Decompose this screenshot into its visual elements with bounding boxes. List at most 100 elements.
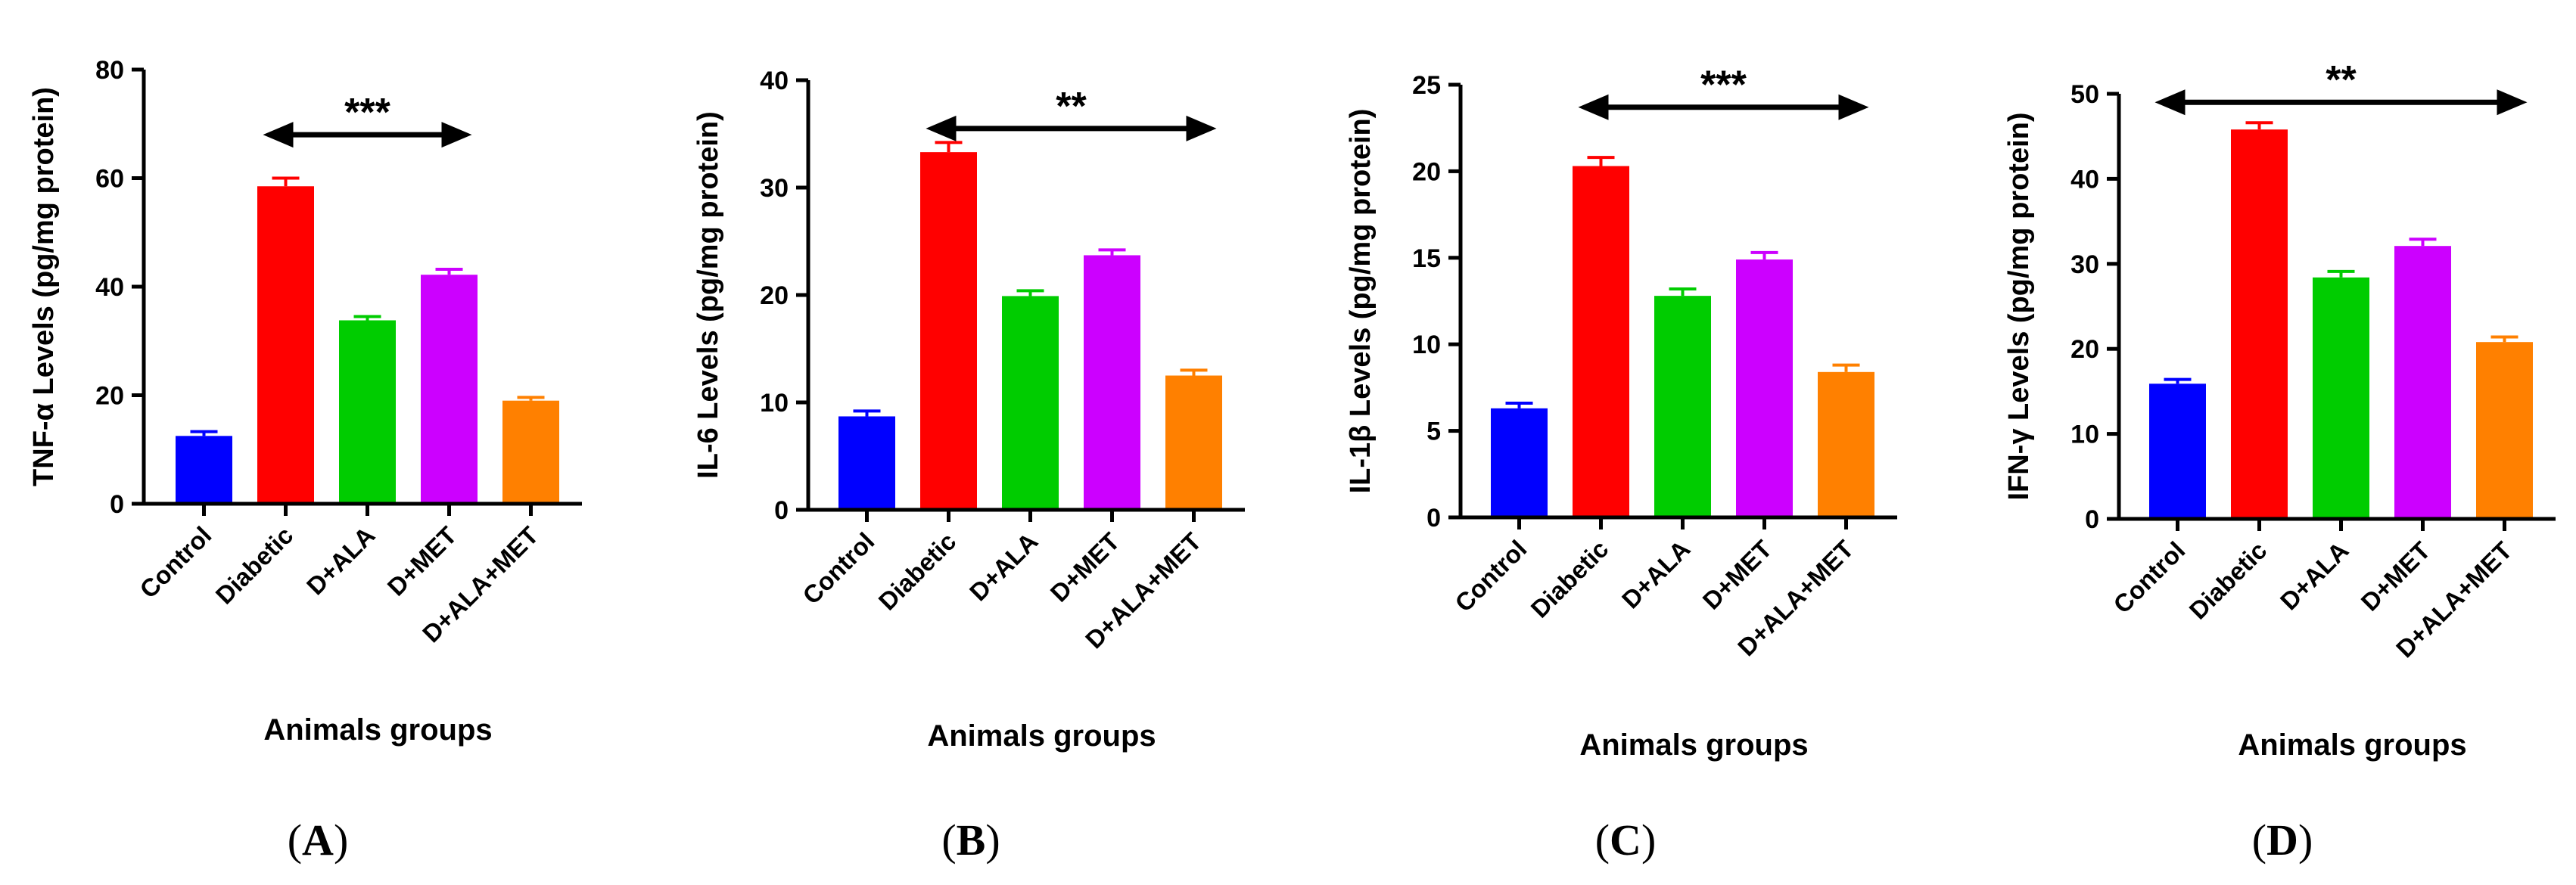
panel-b-bar-d-met xyxy=(1084,255,1140,510)
panel-a-significance-label: *** xyxy=(344,91,390,135)
panel-a-ytick-label-2: 40 xyxy=(95,273,124,302)
panel-d-ytick-label-4: 40 xyxy=(2070,165,2099,194)
panel-a-errorbar-1 xyxy=(272,176,300,187)
panel-a-category-label-0: Control xyxy=(134,521,216,604)
panel-a-ytick-label-3: 60 xyxy=(95,165,124,194)
panel-c-y-axis-label: IL-1β Levels (pg/mg protein) xyxy=(1345,109,1377,494)
panel-a-bar-d-ala xyxy=(339,320,396,504)
panel-b-significance-arrow xyxy=(926,115,1217,141)
panel-b-y-axis-label: IL-6 Levels (pg/mg protein) xyxy=(692,111,724,479)
panel-a-bar-d-ala-met xyxy=(502,400,559,504)
panel-a-category-label-3: D+MET xyxy=(382,521,462,601)
panel-d-errorbar-0 xyxy=(2164,377,2192,384)
panel-b-significance-label: ** xyxy=(1056,85,1087,129)
panel-a-errorbar-4 xyxy=(517,396,545,401)
panel-c-ytick-label-2: 10 xyxy=(1412,331,1441,359)
panel-a-y-axis-label: TNF-α Levels (pg/mg protein) xyxy=(28,87,60,486)
panel-a-x-axis-label: Animals groups xyxy=(263,713,492,747)
panel-b-errorbar-1 xyxy=(935,141,963,153)
panel-b-errorbar-2 xyxy=(1016,289,1044,297)
panel-b-ytick-label-1: 10 xyxy=(760,389,789,418)
panel-d-ytick-label-3: 30 xyxy=(2070,250,2099,279)
panel-d-significance-arrow xyxy=(2154,89,2528,116)
panel-c-category-label-2: D+ALA xyxy=(1616,535,1696,614)
panel-c-significance-arrow xyxy=(1578,94,1869,120)
panel-c-errorbar-2 xyxy=(1669,287,1697,297)
panel-c-x-axis-label: Animals groups xyxy=(1579,728,1808,762)
panel-c-errorbar-0 xyxy=(1505,401,1533,408)
panel-a-category-label-2: D+ALA xyxy=(301,521,381,601)
panel-d-bar-diabetic xyxy=(2231,129,2288,519)
panel-a-panel-label: (A) xyxy=(288,815,349,865)
panel-d-ytick-label-2: 20 xyxy=(2070,335,2099,364)
panel-a-errorbar-2 xyxy=(353,315,381,321)
panel-a-bar-control xyxy=(176,436,232,504)
panel-c-category-label-1: Diabetic xyxy=(1526,535,1614,623)
panel-a-significance-arrow xyxy=(263,122,472,148)
panel-c-category-label-0: Control xyxy=(1449,535,1532,617)
panel-a-bar-diabetic xyxy=(257,186,314,504)
panel-d-category-label-1: Diabetic xyxy=(2184,536,2273,625)
panel-d-bar-d-met xyxy=(2394,246,2451,519)
panel-d-y-axis-label: IFN-γ Levels (pg/mg protein) xyxy=(2003,112,2035,500)
panel-c-bar-diabetic xyxy=(1573,166,1629,517)
panel-c-errorbar-3 xyxy=(1750,250,1778,260)
panel-b-category-label-1: Diabetic xyxy=(873,527,962,616)
panel-b-errorbar-4 xyxy=(1180,368,1208,376)
panel-d-ytick-label-0: 0 xyxy=(2085,505,2099,534)
panel-c-bar-d-ala xyxy=(1654,296,1711,517)
panel-d-errorbar-4 xyxy=(2490,335,2518,343)
panel-a-ytick-label-1: 20 xyxy=(95,382,124,411)
panel-d-errorbar-3 xyxy=(2409,238,2437,247)
panel-a-errorbar-0 xyxy=(190,430,218,436)
panel-b-bar-diabetic xyxy=(920,152,977,510)
panel-b-ytick-label-2: 20 xyxy=(760,281,789,310)
panel-b-ytick-label-0: 0 xyxy=(774,496,789,525)
panel-c-bar-d-met xyxy=(1736,259,1793,517)
panel-a-category-label-1: Diabetic xyxy=(210,521,299,610)
panel-d-panel-label: (D) xyxy=(2252,815,2313,865)
panel-c-errorbar-4 xyxy=(1832,363,1860,372)
panel-d-category-label-3: D+MET xyxy=(2356,536,2436,616)
panel-c-ytick-label-1: 5 xyxy=(1426,418,1441,446)
panel-d-ytick-label-1: 10 xyxy=(2070,421,2099,449)
panel-d-significance-label: ** xyxy=(2326,58,2357,102)
panel-d-bar-control xyxy=(2149,384,2206,519)
panel-b-bar-d-ala xyxy=(1002,296,1059,510)
panel-c-bar-d-ala-met xyxy=(1818,371,1874,517)
panel-b-panel-label: (B) xyxy=(941,815,1000,865)
panel-b-x-axis-label: Animals groups xyxy=(927,719,1156,753)
panel-d-bar-d-ala-met xyxy=(2476,342,2533,519)
panel-c-ytick-label-3: 15 xyxy=(1412,244,1441,273)
panel-c-panel-label: (C) xyxy=(1595,815,1657,865)
panel-d-category-label-2: D+ALA xyxy=(2275,536,2354,616)
panel-d-ytick-label-5: 50 xyxy=(2070,80,2099,109)
panel-a-errorbar-3 xyxy=(435,268,463,275)
panel-a-ytick-label-0: 0 xyxy=(110,490,124,519)
panel-c-category-label-3: D+MET xyxy=(1697,535,1778,615)
panel-c-bar-control xyxy=(1491,408,1548,517)
panel-b-ytick-label-3: 30 xyxy=(760,174,789,203)
panel-b-errorbar-3 xyxy=(1098,248,1126,256)
panel-b-ytick-label-4: 40 xyxy=(760,67,789,95)
panel-b-category-label-0: Control xyxy=(797,527,879,610)
panel-a-ytick-label-4: 80 xyxy=(95,56,124,85)
panel-d-x-axis-label: Animals groups xyxy=(2238,728,2466,762)
panel-b-category-label-2: D+ALA xyxy=(964,527,1044,607)
panel-c-ytick-label-0: 0 xyxy=(1426,504,1441,533)
panel-c-errorbar-1 xyxy=(1587,156,1615,166)
panel-c-significance-label: *** xyxy=(1700,64,1747,107)
panel-b-category-label-3: D+MET xyxy=(1045,527,1125,607)
panel-c-ytick-label-5: 25 xyxy=(1412,71,1441,100)
panel-b-errorbar-0 xyxy=(853,409,881,417)
panel-d-bar-d-ala xyxy=(2313,277,2369,519)
panel-b-bar-d-ala-met xyxy=(1165,375,1222,510)
panel-d-category-label-0: Control xyxy=(2108,536,2190,619)
panel-a-bar-d-met xyxy=(421,275,478,504)
panel-d-errorbar-1 xyxy=(2245,121,2273,130)
